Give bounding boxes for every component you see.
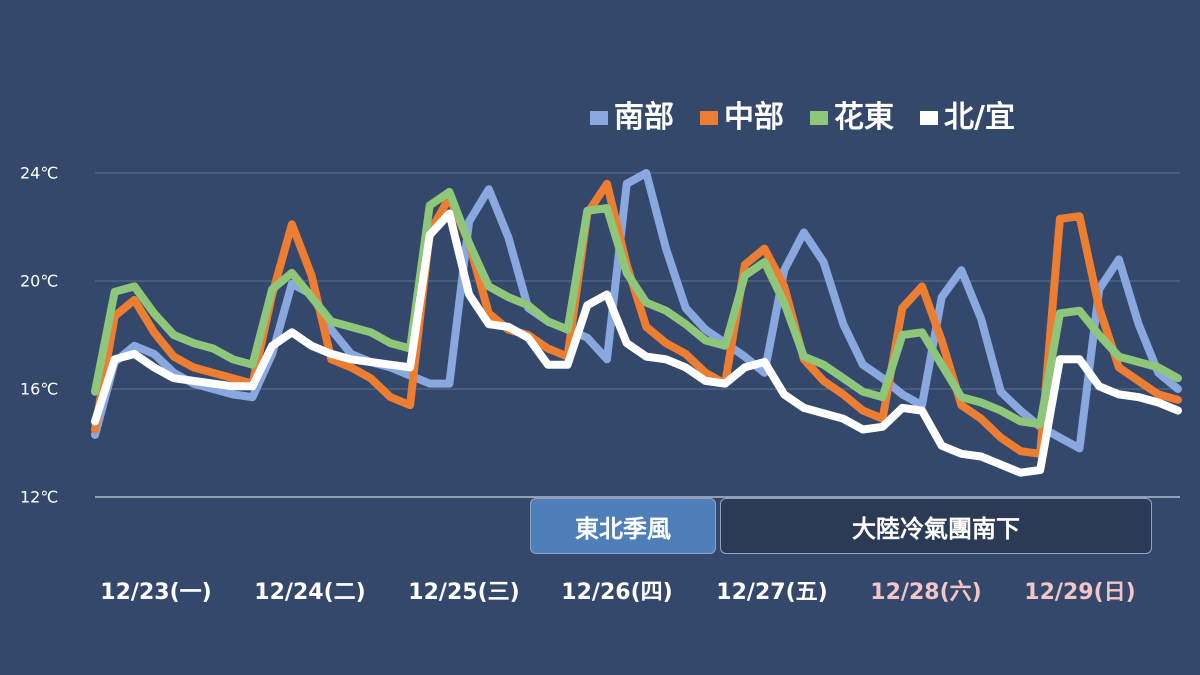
series-lines	[91, 169, 1182, 477]
x-tick-label-1227: 12/27(五)	[716, 580, 828, 605]
legend-swatch-hualien-taitung	[810, 111, 828, 125]
x-tick-label-1225: 12/25(三)	[408, 580, 520, 605]
legend-item-central: 中部	[700, 98, 784, 138]
legend-label-hualien-taitung: 花東	[834, 100, 894, 135]
y-tick-label-16: 16℃	[20, 379, 59, 399]
x-tick-label-1228: 12/28(六)	[870, 580, 982, 605]
legend-item-north-yilan: 北/宜	[920, 98, 1015, 138]
annotation-northeast-monsoon: 東北季風	[530, 498, 716, 554]
legend-item-hualien-taitung: 花東	[810, 98, 894, 138]
annotation-continental-cold-air-mass: 大陸冷氣團南下	[720, 498, 1152, 554]
y-tick-label-20: 20℃	[20, 271, 59, 291]
legend: 南部 中部 花東 北/宜	[590, 98, 1015, 138]
series-line-south	[91, 169, 1182, 453]
x-tick-label-1229: 12/29(日)	[1024, 580, 1136, 605]
legend-swatch-south	[590, 111, 608, 125]
series-line-central	[91, 179, 1182, 458]
series-line-north-yilan	[91, 209, 1182, 477]
y-tick-label-12: 12℃	[20, 487, 59, 507]
legend-label-central: 中部	[724, 100, 784, 135]
legend-label-north-yilan: 北/宜	[944, 100, 1015, 135]
x-tick-label-1224: 12/24(二)	[254, 580, 366, 605]
legend-item-south: 南部	[590, 98, 674, 138]
x-tick-label-1226: 12/26(四)	[561, 580, 673, 605]
x-tick-label-1223: 12/23(一)	[100, 580, 212, 605]
y-tick-label-24: 24℃	[20, 163, 59, 183]
legend-swatch-central	[700, 111, 718, 125]
series-line-hualien-taitung	[91, 187, 1182, 429]
legend-label-south: 南部	[614, 100, 674, 135]
legend-swatch-north-yilan	[920, 111, 938, 125]
